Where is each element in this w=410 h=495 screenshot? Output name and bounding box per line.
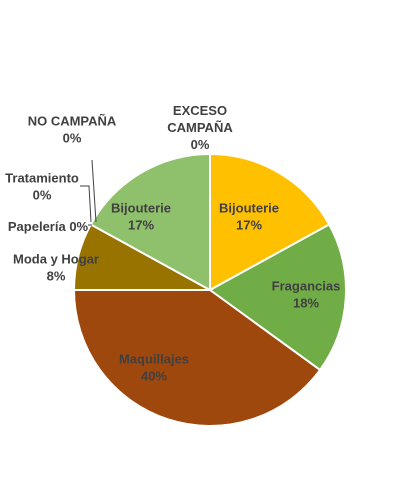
data-label-exceso-campana-8: EXCESO CAMPAÑA 0% [167,103,233,152]
data-label-tratamiento-5: Tratamiento 0% [5,171,79,203]
leader-lines [80,159,97,226]
data-label-papeleria-4: Papelería 0% [8,219,89,234]
data-labels: Bijouterie 17% Fragancias 18% Maquillajes 40%… [5,103,340,384]
leader-line-no-campana [91,159,97,223]
data-label-bijouterie-7: Bijouterie 17% [111,201,171,233]
data-label-maquillajes-2: Maquillajes 40% [119,352,189,384]
pie-slice-maquillajes-2 [72,289,322,427]
slices-layer [72,152,347,427]
pie-slice-fragancias-1 [208,223,347,372]
data-label-fragancias-1: Fragancias 18% [272,279,341,311]
leader-line-tratamiento [80,185,92,223]
data-label-no-campana-6: NO CAMPAÑA 0% [28,114,117,146]
pie-slice-bijouterie-0 [209,152,331,292]
pie-slice-bijouterie-7 [89,152,211,292]
data-label-moda-y-hogar-3: Moda y Hogar 8% [13,252,99,284]
data-label-bijouterie-0: Bijouterie 17% [219,201,279,233]
